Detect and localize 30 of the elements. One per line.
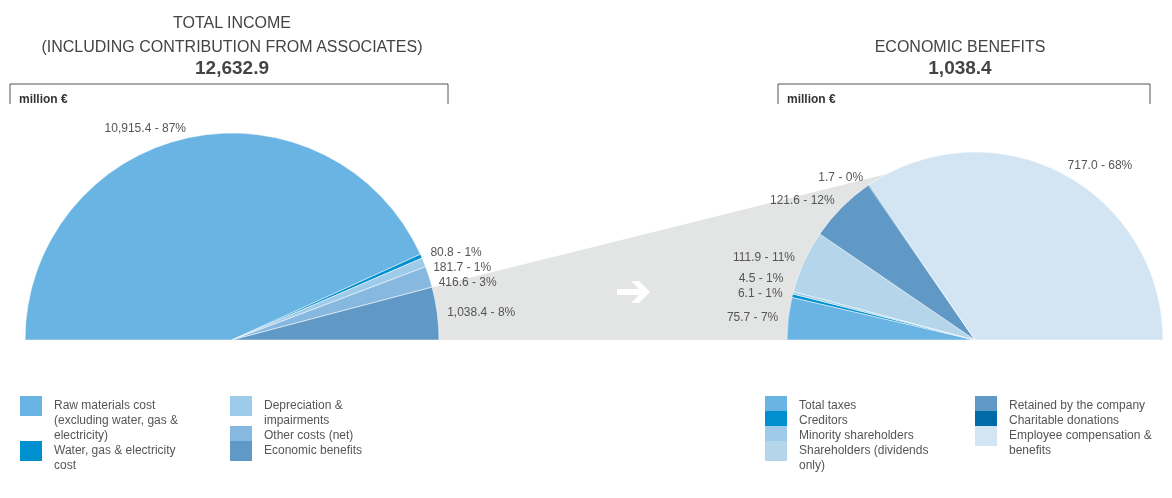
data-label: 10,915.4 - 87% bbox=[104, 120, 187, 135]
legend-label: Other costs (net) bbox=[264, 428, 354, 442]
data-label: 181.7 - 1% bbox=[433, 260, 492, 275]
data-label: 717.0 - 68% bbox=[1067, 157, 1133, 172]
legend-label: Minority shareholders bbox=[799, 428, 914, 442]
text: million € bbox=[787, 92, 836, 106]
legend-label: Water, gas & electricity cost bbox=[54, 443, 176, 472]
data-label: 416.6 - 3% bbox=[438, 275, 498, 290]
data-label: 4.5 - 1% bbox=[738, 271, 784, 286]
legend-label: Raw materials cost (excluding water, gas & electricity) bbox=[54, 398, 179, 442]
chart-title: TOTAL INCOME (INCLUDING CONTRIBUTION FROM ASSOCIATES) bbox=[41, 14, 423, 55]
legend-label: Economic benefits bbox=[264, 443, 363, 457]
data-label: 6.1 - 1% bbox=[737, 286, 783, 301]
data-label: 1.7 - 0% bbox=[818, 169, 864, 184]
chart-title: ECONOMIC BENEFITS bbox=[874, 38, 1046, 55]
legend-label: Shareholders (dividends only) bbox=[799, 443, 929, 472]
chart-subtitle: 12,632.9 bbox=[195, 57, 269, 78]
legend-label: Retained by the company bbox=[1009, 398, 1146, 412]
legend-label: Depreciation & impairments bbox=[264, 398, 343, 427]
data-label: 75.7 - 7% bbox=[726, 310, 779, 325]
data-label: 121.6 - 12% bbox=[770, 193, 836, 208]
data-label: 80.8 - 1% bbox=[430, 245, 483, 260]
legend-label: Creditors bbox=[799, 413, 848, 427]
legend-label: Total taxes bbox=[799, 398, 857, 412]
chart-subtitle: 1,038.4 bbox=[928, 57, 993, 78]
legend-label: Charitable donations bbox=[1009, 413, 1120, 427]
text: million € bbox=[19, 92, 68, 106]
data-label: 111.9 - 11% bbox=[733, 250, 796, 265]
data-label: 1,038.4 - 8% bbox=[447, 305, 516, 320]
legend-label: Employee compensation & benefits bbox=[1009, 428, 1152, 457]
